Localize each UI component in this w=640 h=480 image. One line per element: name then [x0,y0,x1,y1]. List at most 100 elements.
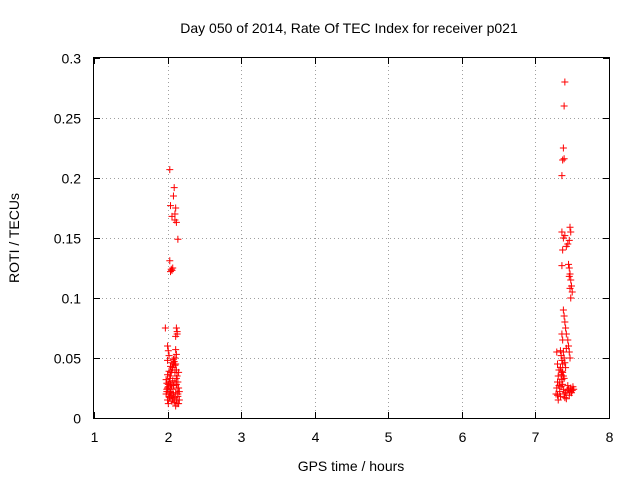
data-point [171,210,179,218]
x-tick-label: 2 [165,429,173,445]
data-point [565,264,573,272]
data-point [170,184,178,192]
data-point [167,202,175,210]
data-point [559,336,567,344]
data-point [169,390,177,398]
data-point [171,216,179,224]
data-point [171,361,179,369]
data-point [554,360,561,368]
x-tick-labels: 1 2 3 4 5 6 7 8 [91,429,614,445]
data-point [166,166,174,174]
data-point [172,332,180,340]
data-point [175,400,183,408]
data-point [560,312,568,320]
data-point [570,385,578,393]
data-point [166,394,174,402]
data-point [560,155,568,163]
data-point [566,223,574,231]
data-point [552,390,560,398]
data-point [168,397,176,405]
data-point [163,379,171,387]
data-point [163,385,171,393]
data-point [559,348,567,356]
x-tick-label: 6 [459,429,467,445]
data-point [172,396,180,404]
data-point [565,236,573,244]
y-tick-label: 0 [73,411,81,427]
data-point [167,372,175,380]
data-point [562,242,570,250]
y-tick-label: 0.15 [54,231,81,247]
data-point [560,354,568,362]
data-point [172,374,180,382]
data-point [175,368,183,376]
x-tick-label: 4 [312,429,320,445]
data-point [556,347,564,355]
y-tick-labels: 0 0.05 0.1 0.15 0.2 0.25 0.3 [54,51,81,427]
data-point [164,347,172,355]
data-point [559,156,567,164]
y-tick-label: 0.1 [62,291,82,307]
x-tick-label: 1 [91,429,99,445]
data-point [562,324,570,332]
data-point [173,384,181,392]
data-point [162,376,170,384]
data-point [172,324,180,332]
data-point [554,396,562,404]
data-point [166,257,174,265]
data-point [169,264,177,272]
data-point [567,294,575,302]
chart-title: Day 050 of 2014, Rate Of TEC Index for r… [180,20,518,36]
data-point [172,360,180,368]
data-point [164,342,172,350]
y-tick-label: 0.3 [62,51,82,67]
data-point [164,400,172,408]
data-point [174,235,182,243]
data-point [167,362,175,370]
data-point [172,350,180,358]
y-tick-label: 0.2 [62,171,82,187]
data-point [559,246,567,254]
data-point [553,348,561,356]
data-point [165,367,173,375]
data-point [567,228,575,236]
data-point [169,377,177,385]
data-point [164,371,172,379]
y-tick-label: 0.05 [54,351,81,367]
data-point [559,380,567,388]
y-tick-label: 0.25 [54,111,81,127]
data-point [561,394,569,402]
data-point [164,356,172,364]
data-point [556,388,564,396]
data-point [161,324,169,332]
data-point [172,204,180,212]
grid-lines [94,58,609,418]
data-point [561,359,569,367]
data-point [556,364,564,372]
data-point [173,328,181,336]
data-point [559,234,567,242]
data-point [171,354,179,362]
data-point [172,346,180,354]
data-point [565,348,573,356]
data-point [164,384,172,392]
data-point [561,78,569,86]
data-point [558,172,566,180]
x-axis-title: GPS time / hours [298,458,405,474]
data-point [175,388,183,396]
data-point [172,380,180,388]
data-point [558,228,566,236]
data-point [554,391,561,399]
data-point [559,372,567,380]
data-point [560,102,568,110]
y-axis-title: ROTI / TECUs [6,193,22,283]
data-point [558,330,566,338]
x-tick-label: 5 [385,429,393,445]
data-point [565,342,573,350]
x-tick-label: 7 [532,429,540,445]
data-point [565,272,573,280]
data-point [558,367,566,375]
data-point [556,392,564,400]
data-point [167,380,175,388]
